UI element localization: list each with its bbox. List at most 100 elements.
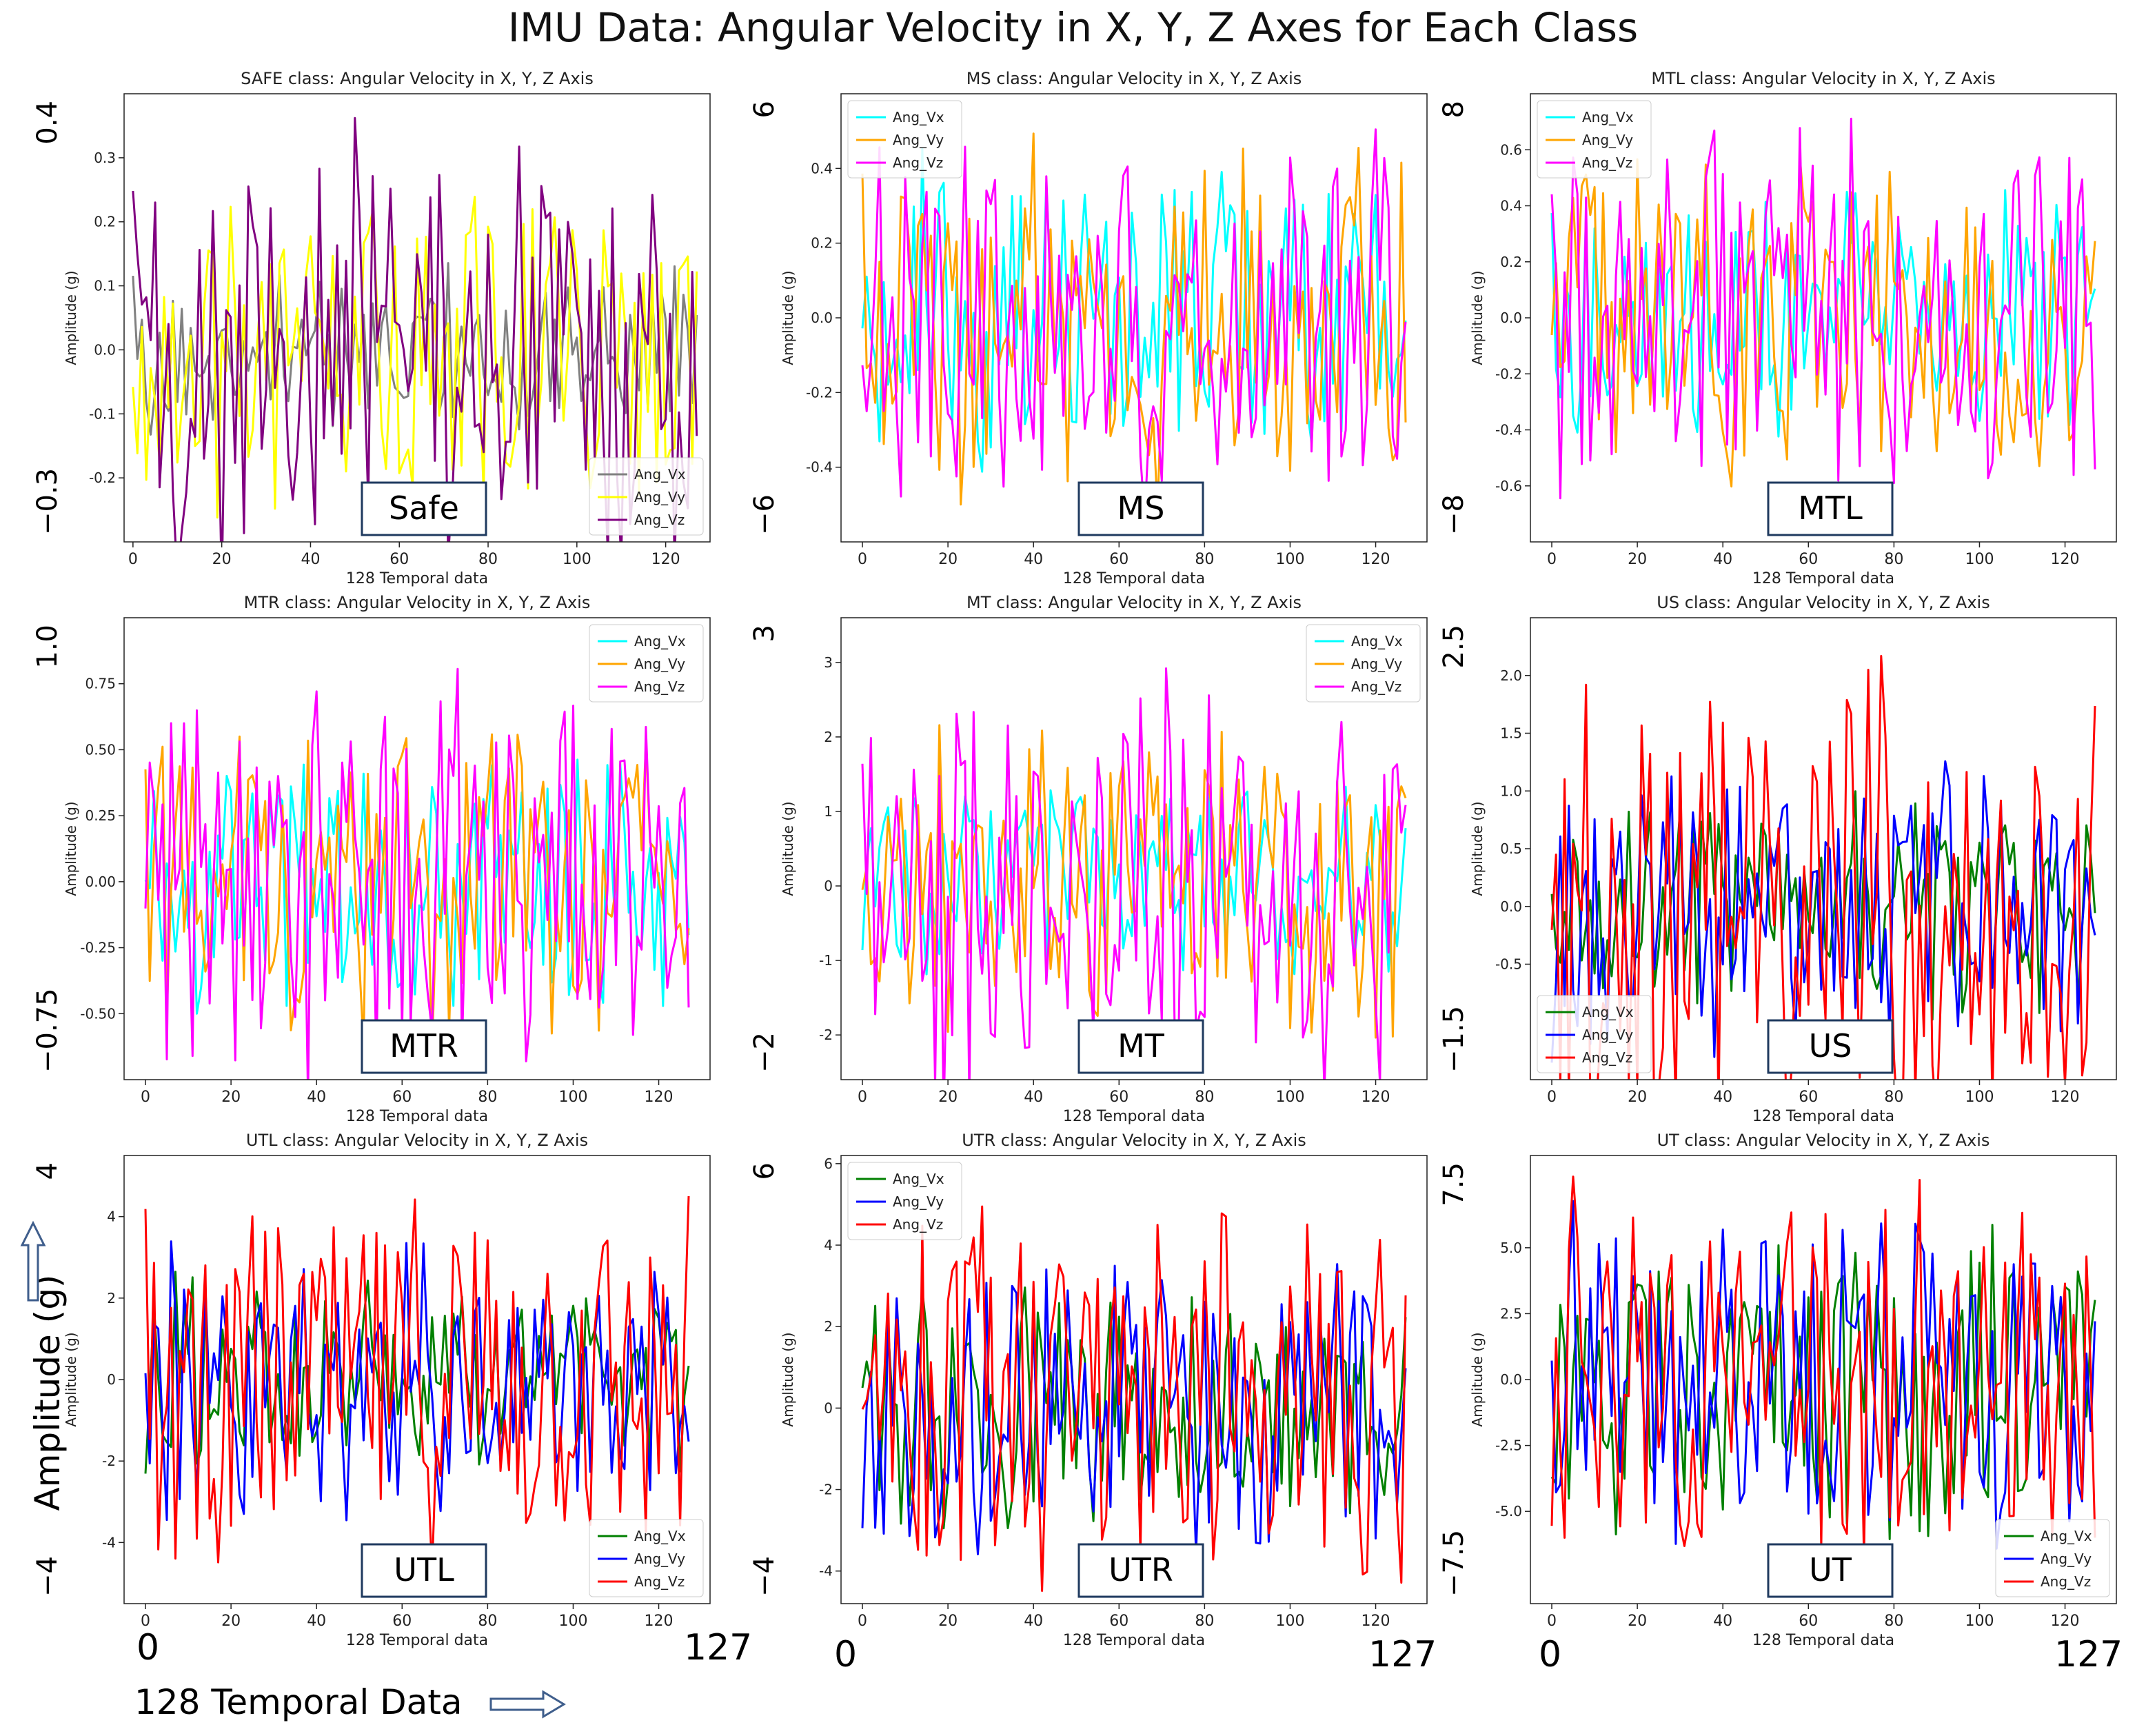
- overlay-y-bottom-label: −6: [749, 494, 780, 535]
- class-label-box: [1767, 1019, 1894, 1074]
- series-line-ang-vz: [132, 117, 698, 542]
- x-tick-label: 80: [1195, 551, 1214, 568]
- x-tick-label: 60: [1109, 551, 1128, 568]
- chart-title: MT class: Angular Velocity in X, Y, Z Ax…: [966, 593, 1302, 612]
- overlay-y-top-label: 6: [749, 101, 780, 118]
- legend-label-ang-vy: Ang_Vy: [893, 1193, 944, 1210]
- legend-label-ang-vy: Ang_Vy: [2041, 1551, 2092, 1567]
- chart-title: MTR class: Angular Velocity in X, Y, Z A…: [244, 593, 591, 612]
- overlay-y-bottom-label: −0.3: [32, 468, 63, 535]
- series-line-ang-vy: [861, 1263, 1407, 1555]
- y-tick-label: -0.2: [806, 384, 833, 401]
- class-label-text: US: [1809, 1027, 1852, 1064]
- y-tick-label: 0.2: [1500, 254, 1522, 270]
- legend-box: [589, 624, 704, 703]
- x-tick-label: 80: [1195, 1089, 1214, 1106]
- x-tick-label: 100: [1275, 551, 1304, 568]
- y-tick-label: 0.0: [1500, 310, 1522, 326]
- x-tick-label: 80: [478, 1613, 497, 1630]
- x-tick-label: 40: [307, 1089, 326, 1106]
- legend-label-ang-vy: Ang_Vy: [1582, 1027, 1633, 1043]
- y-tick-label: 4: [824, 1237, 833, 1253]
- x-tick-label: 120: [2051, 1613, 2080, 1630]
- overlay-y-top-label: 0.4: [32, 101, 63, 145]
- x-tick-label: 80: [1884, 551, 1903, 568]
- series-line-ang-vz: [1550, 655, 2096, 1080]
- legend-label-ang-vx: Ang_Vx: [634, 466, 686, 483]
- x-tick-label: 60: [1109, 1089, 1128, 1106]
- x-tick-label: 40: [1024, 1089, 1043, 1106]
- overlay-y-top-label: 8: [1438, 101, 1470, 118]
- y-tick-label: -2.5: [1495, 1437, 1522, 1454]
- y-tick-label: -0.2: [89, 470, 116, 486]
- chart-title: MTL class: Angular Velocity in X, Y, Z A…: [1651, 69, 1995, 88]
- chart-us: US class: Angular Velocity in X, Y, Z Ax…: [1438, 593, 2117, 1125]
- chart-panel-us: US class: Angular Velocity in X, Y, Z Ax…: [1427, 590, 2146, 1128]
- x-axis-label: 128 Temporal data: [1752, 570, 1894, 587]
- x-tick-label: 120: [1362, 1613, 1390, 1630]
- class-label-text: MTL: [1798, 489, 1863, 527]
- x-axis-label: 128 Temporal data: [1752, 1632, 1894, 1649]
- overlay-y-bottom-label: −4: [749, 1556, 780, 1597]
- chart-panel-utr: UTR class: Angular Velocity in X, Y, Z A…: [738, 1128, 1458, 1652]
- x-tick-label: 0: [858, 1089, 867, 1106]
- x-axis-label: 128 Temporal data: [1063, 570, 1205, 587]
- overlay-y-top-label: 6: [749, 1162, 780, 1180]
- x-tick-label: 60: [1799, 551, 1818, 568]
- big-x-end-1: 127: [684, 1627, 753, 1668]
- x-axis-label: 128 Temporal data: [1063, 1632, 1205, 1649]
- legend-label-ang-vz: Ang_Vz: [634, 678, 685, 695]
- series-line-ang-vz: [1550, 117, 2096, 500]
- x-tick-label: 40: [307, 1613, 326, 1630]
- overlay-y-bottom-label: −4: [32, 1556, 63, 1597]
- y-tick-label: 4: [107, 1209, 116, 1225]
- x-tick-label: 0: [128, 551, 138, 568]
- y-tick-label: -0.1: [89, 405, 116, 422]
- legend-box: [1306, 624, 1421, 703]
- y-axis-label: Amplitude (g): [1469, 801, 1486, 896]
- legend-label-ang-vx: Ang_Vx: [634, 633, 686, 649]
- class-label-text: UTR: [1109, 1551, 1173, 1588]
- x-tick-label: 120: [651, 551, 680, 568]
- x-axis-label: 128 Temporal data: [346, 1108, 488, 1125]
- y-tick-label: -2: [819, 1027, 833, 1043]
- y-tick-label: 0.0: [1500, 898, 1522, 915]
- legend-label-ang-vz: Ang_Vz: [893, 154, 943, 171]
- series-line-ang-vy: [144, 1240, 690, 1522]
- y-axis-label: Amplitude (g): [780, 1332, 796, 1426]
- x-tick-label: 20: [212, 551, 232, 568]
- y-tick-label: 0: [107, 1371, 116, 1388]
- x-tick-label: 60: [1799, 1089, 1818, 1106]
- figure-title: IMU Data: Angular Velocity in X, Y, Z Ax…: [507, 4, 1639, 51]
- overlay-y-top-label: 7.5: [1438, 1162, 1470, 1207]
- series-line-ang-vx: [144, 1271, 690, 1474]
- legend-label-ang-vx: Ang_Vx: [893, 109, 944, 125]
- chart-panel-utl: UTL class: Angular Velocity in X, Y, Z A…: [21, 1128, 741, 1652]
- plot-area: [144, 667, 690, 1080]
- x-tick-label: 40: [1713, 551, 1732, 568]
- x-tick-label: 100: [1965, 1613, 1994, 1630]
- y-tick-label: 0: [824, 878, 833, 894]
- legend: Ang_Vx Ang_Vy Ang_Vz: [589, 1519, 704, 1597]
- big-x-end-3: 127: [2054, 1634, 2123, 1675]
- x-tick-label: 0: [1547, 551, 1557, 568]
- legend-label-ang-vx: Ang_Vx: [1582, 1004, 1634, 1020]
- overlay-y-top-label: 1.0: [32, 625, 63, 669]
- chart-ut: UT class: Angular Velocity in X, Y, Z Ax…: [1438, 1131, 2117, 1649]
- overlay-y-bottom-label: −2: [749, 1032, 780, 1073]
- y-tick-label: -0.25: [80, 940, 116, 956]
- y-axis-label: Amplitude (g): [780, 270, 796, 365]
- overlay-y-bottom-label: −1.5: [1438, 1006, 1470, 1073]
- y-tick-label: -5.0: [1495, 1503, 1522, 1520]
- y-tick-label: -4: [819, 1563, 833, 1579]
- x-tick-label: 80: [478, 551, 498, 568]
- chart-panel-ut: UT class: Angular Velocity in X, Y, Z Ax…: [1427, 1128, 2146, 1652]
- overlay-y-bottom-label: −8: [1438, 494, 1470, 535]
- legend: Ang_Vx Ang_Vy Ang_Vz: [1537, 100, 1652, 179]
- overlay-y-top-label: 2.5: [1438, 625, 1470, 669]
- legend-label-ang-vx: Ang_Vx: [1582, 109, 1634, 125]
- big-x-start-1: 0: [136, 1627, 160, 1668]
- legend-label-ang-vy: Ang_Vy: [634, 1551, 685, 1567]
- overlay-y-top-label: 4: [32, 1162, 63, 1180]
